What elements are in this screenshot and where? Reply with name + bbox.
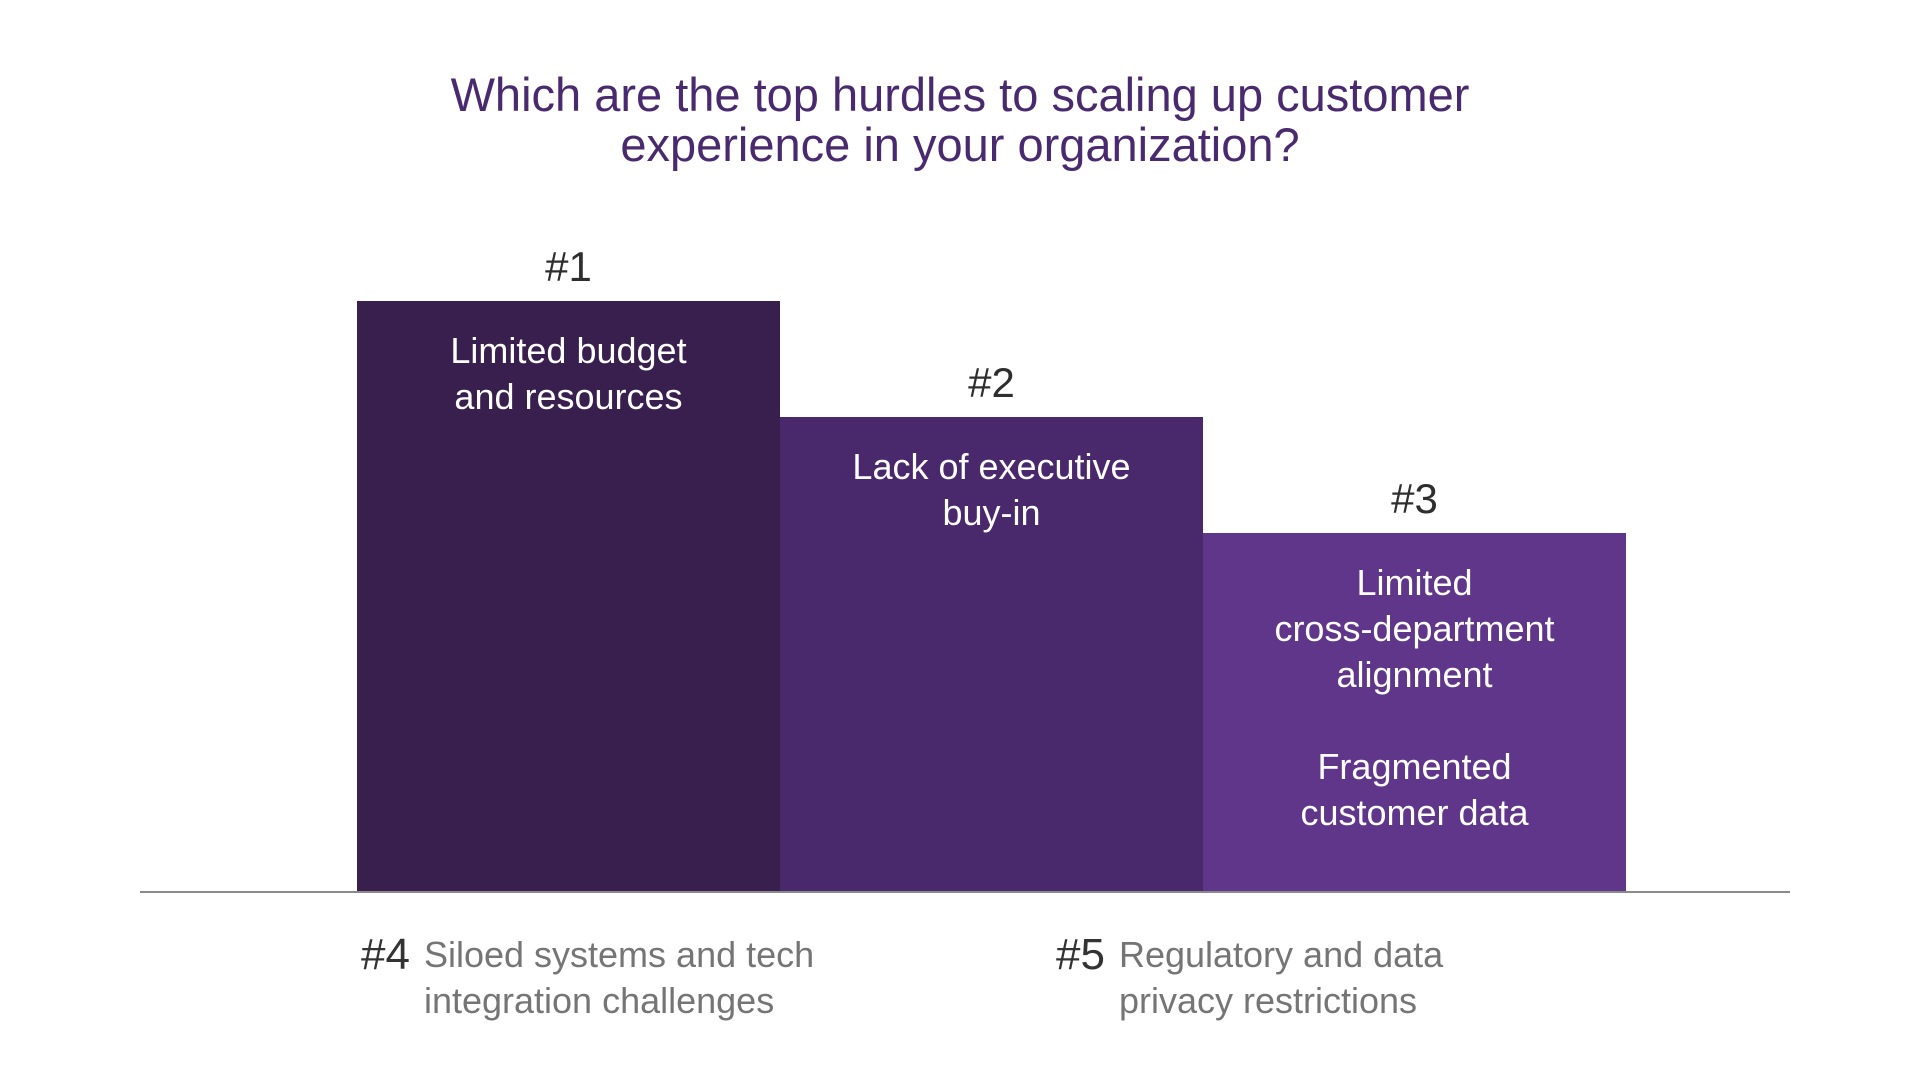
bar-rank-3 [1203, 533, 1626, 892]
bar-3-label-line: cross-department [1274, 608, 1554, 649]
bar-3-label-line: alignment [1336, 654, 1492, 695]
footnote-rank-5-number: #5 [1056, 930, 1105, 979]
bar-1-label-line: and resources [454, 376, 682, 417]
footnote-rank-4-text: Siloed systems and tech integration chal… [423, 934, 815, 1021]
bar-rank-label-1: #1 [545, 243, 592, 290]
bar-rank-label-2: #2 [968, 359, 1015, 406]
bar-3-label-line: Limited [1356, 562, 1472, 603]
bar-3-label-line: Fragmented [1317, 746, 1511, 787]
chart-title: Which are the top hurdles to scaling up … [451, 68, 1470, 171]
bar-3-label-line: customer data [1300, 792, 1529, 833]
bars: #1 Limited budget and resources #2 Lack of e… [357, 243, 1626, 892]
footnote-rank-5: #5 Regulatory and data privacy restricti… [1056, 932, 1443, 1024]
chart-title-line-1: Which are the top hurdles to scaling up … [451, 68, 1470, 121]
bar-rank-1 [357, 301, 780, 892]
bar-rank-2 [780, 417, 1203, 892]
chart-title-line-2: experience in your organization? [620, 118, 1299, 171]
bar-1-label-line: Limited budget [450, 330, 686, 371]
footnote-rank-5-text: Regulatory and data privacy restrictions [1118, 934, 1444, 1021]
bar-2-label-line: buy-in [942, 492, 1040, 533]
bar-2-label-line: Lack of executive [852, 446, 1130, 487]
footnote-rank-4: #4 Siloed systems and tech integration c… [361, 932, 814, 1024]
bar-rank-label-3: #3 [1391, 475, 1438, 522]
footnote-rank-4-number: #4 [361, 930, 410, 979]
